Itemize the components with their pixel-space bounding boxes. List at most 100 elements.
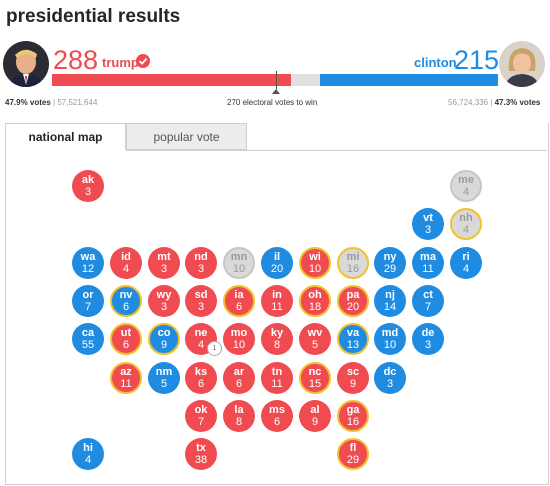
- state-electoral-votes: 4: [462, 186, 470, 198]
- state-abbr: ma: [420, 251, 436, 263]
- trump-vote-pct: 47.9% votes: [5, 98, 51, 107]
- state-nv[interactable]: nv 6: [110, 285, 142, 317]
- state-vt[interactable]: vt 3: [412, 208, 444, 240]
- state-electoral-votes: 7: [84, 301, 92, 313]
- state-ia[interactable]: ia 6: [223, 285, 255, 317]
- state-abbr: wy: [156, 289, 172, 301]
- state-ak[interactable]: ak 3: [72, 170, 104, 202]
- trump-popular-stats: 47.9% votes | 57,521,644: [5, 98, 98, 107]
- state-nm[interactable]: nm 5: [148, 362, 180, 394]
- state-sc[interactable]: sc 9: [337, 362, 369, 394]
- state-electoral-votes: 29: [383, 263, 397, 275]
- state-al[interactable]: al 9: [299, 400, 331, 432]
- clinton-avatar: [499, 41, 545, 87]
- state-electoral-votes: 5: [311, 339, 319, 351]
- state-tn[interactable]: tn 11: [261, 362, 293, 394]
- state-mt[interactable]: mt 3: [148, 247, 180, 279]
- state-ny[interactable]: ny 29: [374, 247, 406, 279]
- state-hi[interactable]: hi 4: [72, 438, 104, 470]
- clinton-electoral-votes: 215: [454, 45, 500, 75]
- clinton-name: clinton: [414, 55, 457, 70]
- state-abbr: mt: [157, 251, 171, 263]
- state-md[interactable]: md 10: [374, 323, 406, 355]
- state-electoral-votes: 3: [84, 186, 92, 198]
- state-abbr: oh: [308, 289, 322, 301]
- state-nj[interactable]: nj 14: [374, 285, 406, 317]
- state-ga[interactable]: ga 16: [337, 400, 369, 432]
- state-electoral-votes: 9: [311, 416, 319, 428]
- state-in[interactable]: in 11: [261, 285, 293, 317]
- threshold-label: 270 electoral votes to win: [227, 98, 318, 107]
- clinton-bar: [320, 74, 498, 86]
- trump-bar: [52, 74, 291, 86]
- state-nd[interactable]: nd 3: [185, 247, 217, 279]
- state-sd[interactable]: sd 3: [185, 285, 217, 317]
- state-abbr: ar: [233, 366, 245, 378]
- state-fl[interactable]: fl 29: [337, 438, 369, 470]
- state-electoral-votes: 20: [346, 301, 360, 313]
- state-electoral-votes: 6: [273, 416, 281, 428]
- state-electoral-votes: 13: [346, 339, 360, 351]
- state-tx[interactable]: tx 38: [185, 438, 217, 470]
- state-abbr: nm: [155, 366, 173, 378]
- state-dc[interactable]: dc 3: [374, 362, 406, 394]
- state-electoral-votes: 14: [383, 301, 397, 313]
- state-electoral-votes: 3: [160, 263, 168, 275]
- state-az[interactable]: az 11: [110, 362, 142, 394]
- state-ar[interactable]: ar 6: [223, 362, 255, 394]
- state-me[interactable]: me 4: [450, 170, 482, 202]
- state-abbr: fl: [349, 442, 357, 454]
- trump-electoral-votes: 288: [53, 45, 99, 75]
- state-ok[interactable]: ok 7: [185, 400, 217, 432]
- state-de[interactable]: de 3: [412, 323, 444, 355]
- tab-popular-vote[interactable]: popular vote: [126, 123, 247, 150]
- state-ma[interactable]: ma 11: [412, 247, 444, 279]
- state-electoral-votes: 55: [81, 339, 95, 351]
- tab-divider: [126, 150, 547, 151]
- state-il[interactable]: il 20: [261, 247, 293, 279]
- state-abbr: in: [272, 289, 282, 301]
- state-oh[interactable]: oh 18: [299, 285, 331, 317]
- state-ut[interactable]: ut 6: [110, 323, 142, 355]
- state-wy[interactable]: wy 3: [148, 285, 180, 317]
- state-abbr: mo: [230, 327, 248, 339]
- tab-national-map[interactable]: national map: [5, 123, 126, 150]
- state-mo[interactable]: mo 10: [223, 323, 255, 355]
- state-abbr: nd: [194, 251, 208, 263]
- state-abbr: ms: [269, 404, 285, 416]
- state-abbr: ri: [462, 251, 470, 263]
- state-electoral-votes: 6: [235, 378, 243, 390]
- state-electoral-votes: 10: [232, 339, 246, 351]
- state-wv[interactable]: wv 5: [299, 323, 331, 355]
- state-electoral-votes: 11: [271, 301, 283, 313]
- state-ri[interactable]: ri 4: [450, 247, 482, 279]
- state-electoral-votes: 18: [308, 301, 322, 313]
- state-electoral-votes: 4: [197, 339, 205, 351]
- state-electoral-votes: 10: [232, 263, 246, 275]
- state-nc[interactable]: nc 15: [299, 362, 331, 394]
- electoral-vote-bar: [52, 74, 498, 86]
- state-nh[interactable]: nh 4: [450, 208, 482, 240]
- state-mi[interactable]: mi 16: [337, 247, 369, 279]
- state-abbr: wi: [309, 251, 321, 263]
- state-abbr: al: [310, 404, 320, 416]
- state-mn[interactable]: mn 10: [223, 247, 255, 279]
- trump-name: trump: [102, 55, 139, 70]
- state-ks[interactable]: ks 6: [185, 362, 217, 394]
- state-electoral-votes: 3: [424, 339, 432, 351]
- state-id[interactable]: id 4: [110, 247, 142, 279]
- state-wi[interactable]: wi 10: [299, 247, 331, 279]
- state-la[interactable]: la 8: [223, 400, 255, 432]
- state-va[interactable]: va 13: [337, 323, 369, 355]
- state-or[interactable]: or 7: [72, 285, 104, 317]
- state-pa[interactable]: pa 20: [337, 285, 369, 317]
- state-co[interactable]: co 9: [148, 323, 180, 355]
- state-ky[interactable]: ky 8: [261, 323, 293, 355]
- state-ms[interactable]: ms 6: [261, 400, 293, 432]
- state-electoral-votes: 7: [424, 301, 432, 313]
- state-wa[interactable]: wa 12: [72, 247, 104, 279]
- state-electoral-votes: 12: [81, 263, 95, 275]
- state-ct[interactable]: ct 7: [412, 285, 444, 317]
- state-electoral-votes: 15: [308, 378, 322, 390]
- state-ca[interactable]: ca 55: [72, 323, 104, 355]
